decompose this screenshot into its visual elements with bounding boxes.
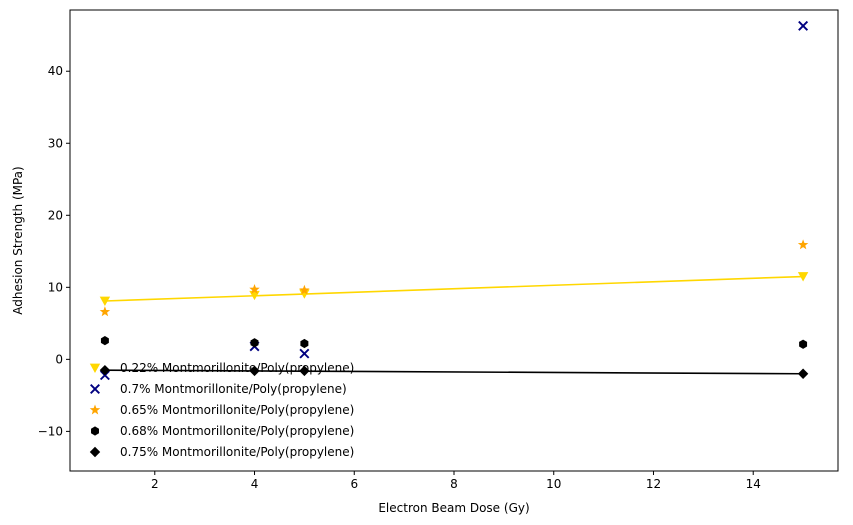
x-marker-stroke (90, 384, 100, 394)
y-tick-label: 20 (48, 208, 63, 222)
x-tick-label: 6 (350, 477, 358, 491)
legend-label-3: 0.65% Montmorillonite/Poly(propylene) (120, 403, 354, 417)
legend-label-1: 0.22% Montmorillonite/Poly(propylene) (120, 361, 354, 375)
fit-line-series-1 (104, 275, 804, 302)
x-axis: 2 4 6 8 10 12 14 (151, 471, 761, 491)
y-axis: −10 0 10 20 30 40 (38, 64, 70, 438)
point-series-1 (299, 289, 310, 299)
y-tick-label: 30 (48, 136, 63, 150)
point-series-4 (799, 339, 808, 349)
x-marker-stroke (299, 348, 310, 359)
legend-label-5: 0.75% Montmorillonite/Poly(propylene) (120, 445, 354, 459)
point-series-5 (797, 368, 809, 379)
legend-marker-3 (89, 404, 101, 415)
x-tick-label: 12 (646, 477, 661, 491)
point-series-1 (797, 272, 809, 282)
point-series-2 (798, 20, 809, 31)
y-tick-label: 10 (48, 280, 63, 294)
plot-area (69, 9, 839, 472)
x-axis-label: Electron Beam Dose (Gy) (378, 501, 529, 515)
fit-lines (104, 275, 804, 375)
point-series-5 (299, 365, 310, 377)
legend-label-2: 0.7% Montmorillonite/Poly(propylene) (120, 382, 347, 396)
point-series-5 (249, 365, 260, 377)
point-series-3 (99, 306, 111, 317)
point-series-3 (249, 283, 260, 294)
legend-marker-2 (90, 384, 100, 394)
legend-marker-5 (89, 446, 101, 458)
x-tick-label: 10 (546, 477, 561, 491)
point-series-2 (299, 348, 310, 359)
y-tick-label: 0 (55, 352, 63, 366)
legend-marker-4 (91, 426, 99, 436)
x-tick-label: 8 (450, 477, 458, 491)
point-series-1 (99, 296, 111, 306)
point-series-3 (299, 284, 310, 295)
legend: 0.22% Montmorillonite/Poly(propylene) 0.7… (89, 361, 354, 459)
x-tick-label: 4 (251, 477, 259, 491)
x-tick-label: 2 (151, 477, 159, 491)
legend-label-4: 0.68% Montmorillonite/Poly(propylene) (120, 424, 354, 438)
x-marker-stroke (798, 20, 809, 31)
data-points (99, 20, 809, 381)
point-series-4 (100, 336, 109, 346)
point-series-4 (250, 338, 259, 348)
y-axis-label: Adhesion Strength (MPa) (11, 166, 25, 314)
x-tick-label: 14 (746, 477, 761, 491)
point-series-5 (99, 364, 111, 376)
legend-marker-1 (89, 363, 101, 373)
y-tick-label: 40 (48, 64, 63, 78)
point-series-4 (300, 338, 309, 349)
point-series-3 (797, 239, 809, 250)
fit-line-series-5 (104, 369, 804, 375)
y-tick-label: −10 (38, 424, 63, 438)
